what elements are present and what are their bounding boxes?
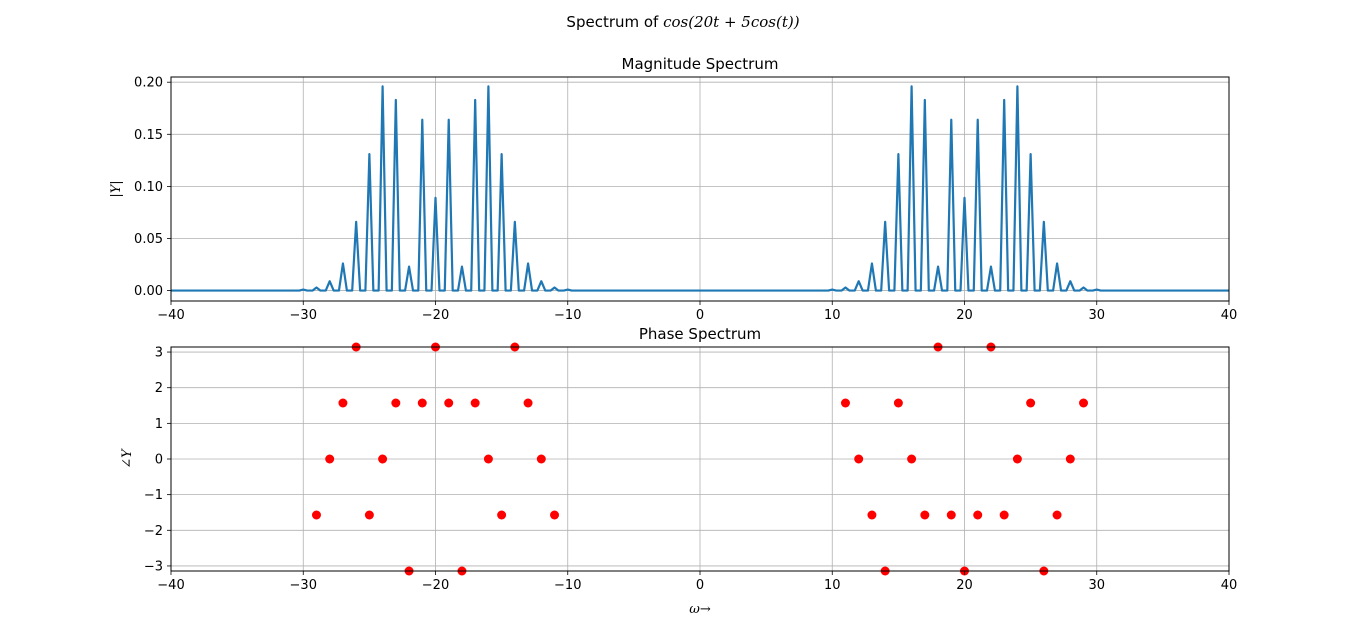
x-tick-label: −10: [554, 308, 581, 323]
phase-point: [550, 510, 560, 520]
y-tick-label: 0.10: [134, 180, 163, 195]
x-tick-label: 20: [956, 308, 973, 323]
x-tick-label: 30: [1088, 578, 1105, 593]
x-tick-label: 0: [696, 578, 704, 593]
phase-title: Phase Spectrum: [639, 325, 761, 343]
suptitle-prefix: Spectrum of: [566, 13, 663, 31]
phase-point: [536, 454, 546, 464]
y-tick-label: 0.05: [134, 232, 163, 247]
x-tick-label: −20: [422, 578, 449, 593]
magnitude-ylabel: |Y|: [109, 180, 124, 197]
phase-point: [338, 398, 348, 408]
y-tick-label: 0: [155, 453, 163, 468]
magnitude-grid: [170, 77, 1230, 301]
y-tick-label: −3: [144, 559, 163, 574]
x-tick-label: −10: [554, 578, 581, 593]
y-tick-label: 3: [155, 346, 163, 361]
phase-point: [973, 510, 983, 520]
phase-point: [840, 398, 850, 408]
magnitude-ticks: −40 −30 −20 −10 0 10 20 30 40 0.00 0.05 0.10 0.15 0.2…: [134, 76, 1237, 323]
magnitude-title: Magnitude Spectrum: [622, 55, 779, 73]
y-tick-label: −1: [144, 488, 163, 503]
x-tick-label: 40: [1221, 578, 1238, 593]
x-tick-label: 30: [1088, 308, 1105, 323]
phase-point: [907, 454, 917, 464]
magnitude-plot-area: [171, 85, 1229, 292]
phase-grid: [170, 347, 1230, 571]
x-tick-label: −40: [157, 308, 184, 323]
phase-point: [946, 510, 956, 520]
phase-point: [497, 510, 507, 520]
y-tick-label: 1: [155, 417, 163, 432]
phase-point: [999, 510, 1009, 520]
phase-point: [444, 398, 454, 408]
phase-point: [1065, 454, 1075, 464]
x-tick-label: −20: [422, 308, 449, 323]
x-tick-label: 0: [696, 308, 704, 323]
y-tick-label: 0.15: [134, 128, 163, 143]
suptitle-math: cos(20t + 5cos(t)): [663, 13, 800, 31]
x-tick-label: 10: [824, 578, 841, 593]
y-tick-label: −2: [144, 524, 163, 539]
magnitude-axes: Magnitude Spectrum −40 −30 −20 −10 0 10 20 30 40…: [109, 55, 1237, 323]
x-tick-label: 40: [1221, 308, 1238, 323]
phase-point: [854, 454, 864, 464]
x-tick-label: −30: [290, 578, 317, 593]
phase-xlabel: ω→: [689, 602, 711, 617]
phase-point: [1052, 510, 1062, 520]
phase-point: [483, 454, 493, 464]
y-tick-label: 0.00: [134, 284, 163, 299]
figure-suptitle: Spectrum of cos(20t + 5cos(t)): [566, 13, 799, 31]
x-tick-label: 10: [824, 308, 841, 323]
x-tick-label: 20: [956, 578, 973, 593]
phase-point: [311, 510, 321, 520]
y-tick-label: 0.20: [134, 76, 163, 91]
phase-ylabel: ∠Y: [120, 448, 135, 469]
phase-point: [1012, 454, 1022, 464]
phase-point: [867, 510, 877, 520]
phase-point: [391, 398, 401, 408]
phase-point: [325, 454, 335, 464]
phase-point: [920, 510, 930, 520]
phase-point: [378, 454, 388, 464]
phase-point: [893, 398, 903, 408]
y-tick-label: 2: [155, 381, 163, 396]
phase-point: [523, 398, 533, 408]
x-tick-label: −40: [157, 578, 184, 593]
phase-point: [470, 398, 480, 408]
phase-point: [1026, 398, 1036, 408]
phase-axes: Phase Spectrum −40 −30 −20 −10 0 10 20 30 40−3−2…: [120, 325, 1237, 617]
phase-point: [1079, 398, 1089, 408]
x-tick-label: −30: [290, 308, 317, 323]
phase-point: [417, 398, 427, 408]
phase-point: [364, 510, 374, 520]
magnitude-series-line: [171, 85, 1229, 292]
